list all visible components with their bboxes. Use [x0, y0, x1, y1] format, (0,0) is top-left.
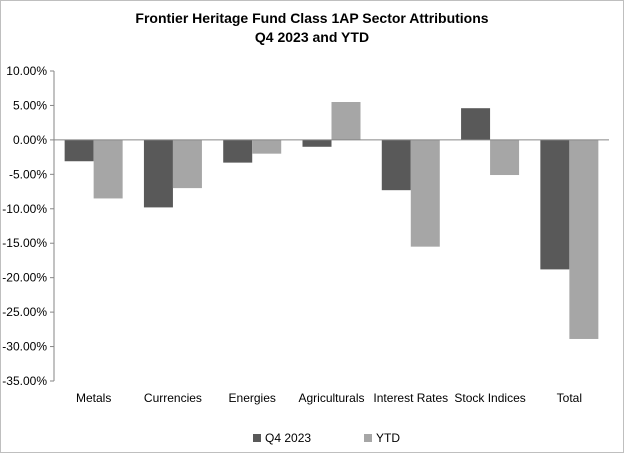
bar-q4-2023-interest-rates — [381, 139, 411, 191]
bar-ytd-total — [569, 139, 599, 339]
bar-ytd-metals — [93, 139, 123, 199]
y-tick-label: -25.00% — [2, 305, 47, 319]
legend: Q4 2023 YTD — [253, 431, 400, 445]
legend-label: YTD — [376, 431, 400, 445]
bars — [64, 102, 599, 339]
y-tick-label: -5.00% — [9, 167, 47, 181]
bar-q4-2023-total — [540, 139, 570, 270]
chart-subtitle: Q4 2023 and YTD — [255, 29, 369, 45]
x-category-label: Interest Rates — [373, 391, 448, 405]
bar-q4-2023-energies — [223, 139, 253, 163]
legend-swatch — [364, 434, 372, 442]
bar-q4-2023-metals — [64, 139, 94, 162]
bar-q4-2023-stock-indices — [461, 108, 491, 140]
x-category-label: Currencies — [144, 391, 202, 405]
x-category-label: Energies — [229, 391, 276, 405]
x-category-label: Agriculturals — [298, 391, 364, 405]
x-axis: Metals Currencies Energies Agriculturals Int… — [54, 139, 609, 405]
bar-ytd-stock-indices — [490, 139, 520, 176]
y-tick-label: 5.00% — [13, 98, 47, 112]
y-tick-label: -15.00% — [2, 236, 47, 250]
legend-label: Q4 2023 — [265, 431, 311, 445]
bar-ytd-agriculturals — [331, 102, 361, 140]
y-tick-label: -20.00% — [2, 271, 47, 285]
y-tick-label: -10.00% — [2, 202, 47, 216]
x-category-label: Metals — [76, 391, 111, 405]
bar-ytd-currencies — [172, 139, 202, 189]
legend-swatch — [253, 434, 261, 442]
y-tick-label: -30.00% — [2, 340, 47, 354]
y-tick-label: 10.00% — [6, 64, 47, 78]
y-tick-label: 0.00% — [13, 133, 47, 147]
bar-q4-2023-currencies — [143, 139, 173, 208]
bar-ytd-energies — [252, 139, 282, 154]
x-category-label: Stock Indices — [454, 391, 525, 405]
bar-q4-2023-agriculturals — [302, 139, 332, 147]
x-category-label: Total — [557, 391, 582, 405]
chart-title: Frontier Heritage Fund Class 1AP Sector … — [135, 10, 488, 26]
y-tick-label: -35.00% — [2, 374, 47, 388]
bar-ytd-interest-rates — [410, 139, 440, 247]
y-axis: 10.00% 5.00% 0.00% -5.00% -10.00% -15.00% -20.… — [2, 64, 55, 388]
